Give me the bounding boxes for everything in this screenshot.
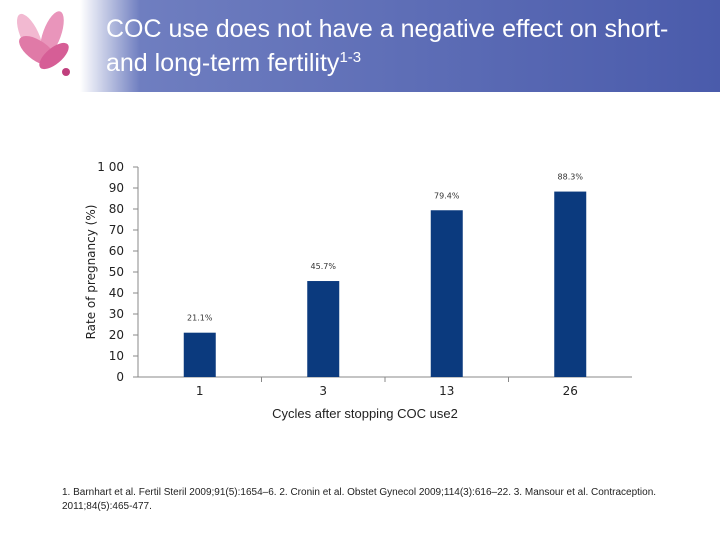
- references-footer: 1. Barnhart et al. Fertil Steril 2009;91…: [62, 487, 657, 512]
- page-title: COC use does not have a negative effect …: [106, 12, 706, 80]
- bar: [183, 332, 216, 377]
- bars: [183, 191, 587, 377]
- data-label: 45.7%: [311, 262, 337, 271]
- title-superscript: 1-3: [339, 49, 362, 66]
- data-labels: 21.1% 45.7% 79.4% 88.3%: [187, 173, 583, 323]
- bar: [307, 281, 340, 377]
- bar: [554, 191, 587, 377]
- flower-logo-icon: [16, 11, 70, 76]
- y-tick-label: 40: [109, 286, 124, 300]
- data-label: 21.1%: [187, 314, 213, 323]
- bar: [430, 210, 463, 377]
- x-category-label: 3: [319, 384, 327, 398]
- y-tick-label: 80: [109, 202, 124, 216]
- y-tick-label: 30: [109, 307, 124, 321]
- y-tick-label: 10: [109, 349, 124, 363]
- x-category-label: 1: [196, 384, 204, 398]
- x-category-label: 26: [563, 384, 578, 398]
- x-category-label: 13: [439, 384, 454, 398]
- data-label: 79.4%: [434, 191, 460, 200]
- y-tick-label: 60: [109, 244, 124, 258]
- x-axis-categories: 1 3 13 26: [196, 377, 578, 398]
- y-tick-label: 50: [109, 265, 124, 279]
- y-tick-label: 0: [116, 370, 124, 384]
- y-tick-label: 1 00: [97, 160, 124, 174]
- data-label: 88.3%: [558, 173, 584, 182]
- x-axis-label: Cycles after stopping COC use2: [272, 406, 458, 421]
- title-banner: COC use does not have a negative effect …: [0, 0, 720, 92]
- title-text: COC use does not have a negative effect …: [106, 15, 669, 77]
- y-tick-label: 20: [109, 328, 124, 342]
- y-axis-label: Rate of pregnancy (%): [84, 205, 98, 340]
- y-tick-label: 90: [109, 181, 124, 195]
- y-tick-label: 70: [109, 223, 124, 237]
